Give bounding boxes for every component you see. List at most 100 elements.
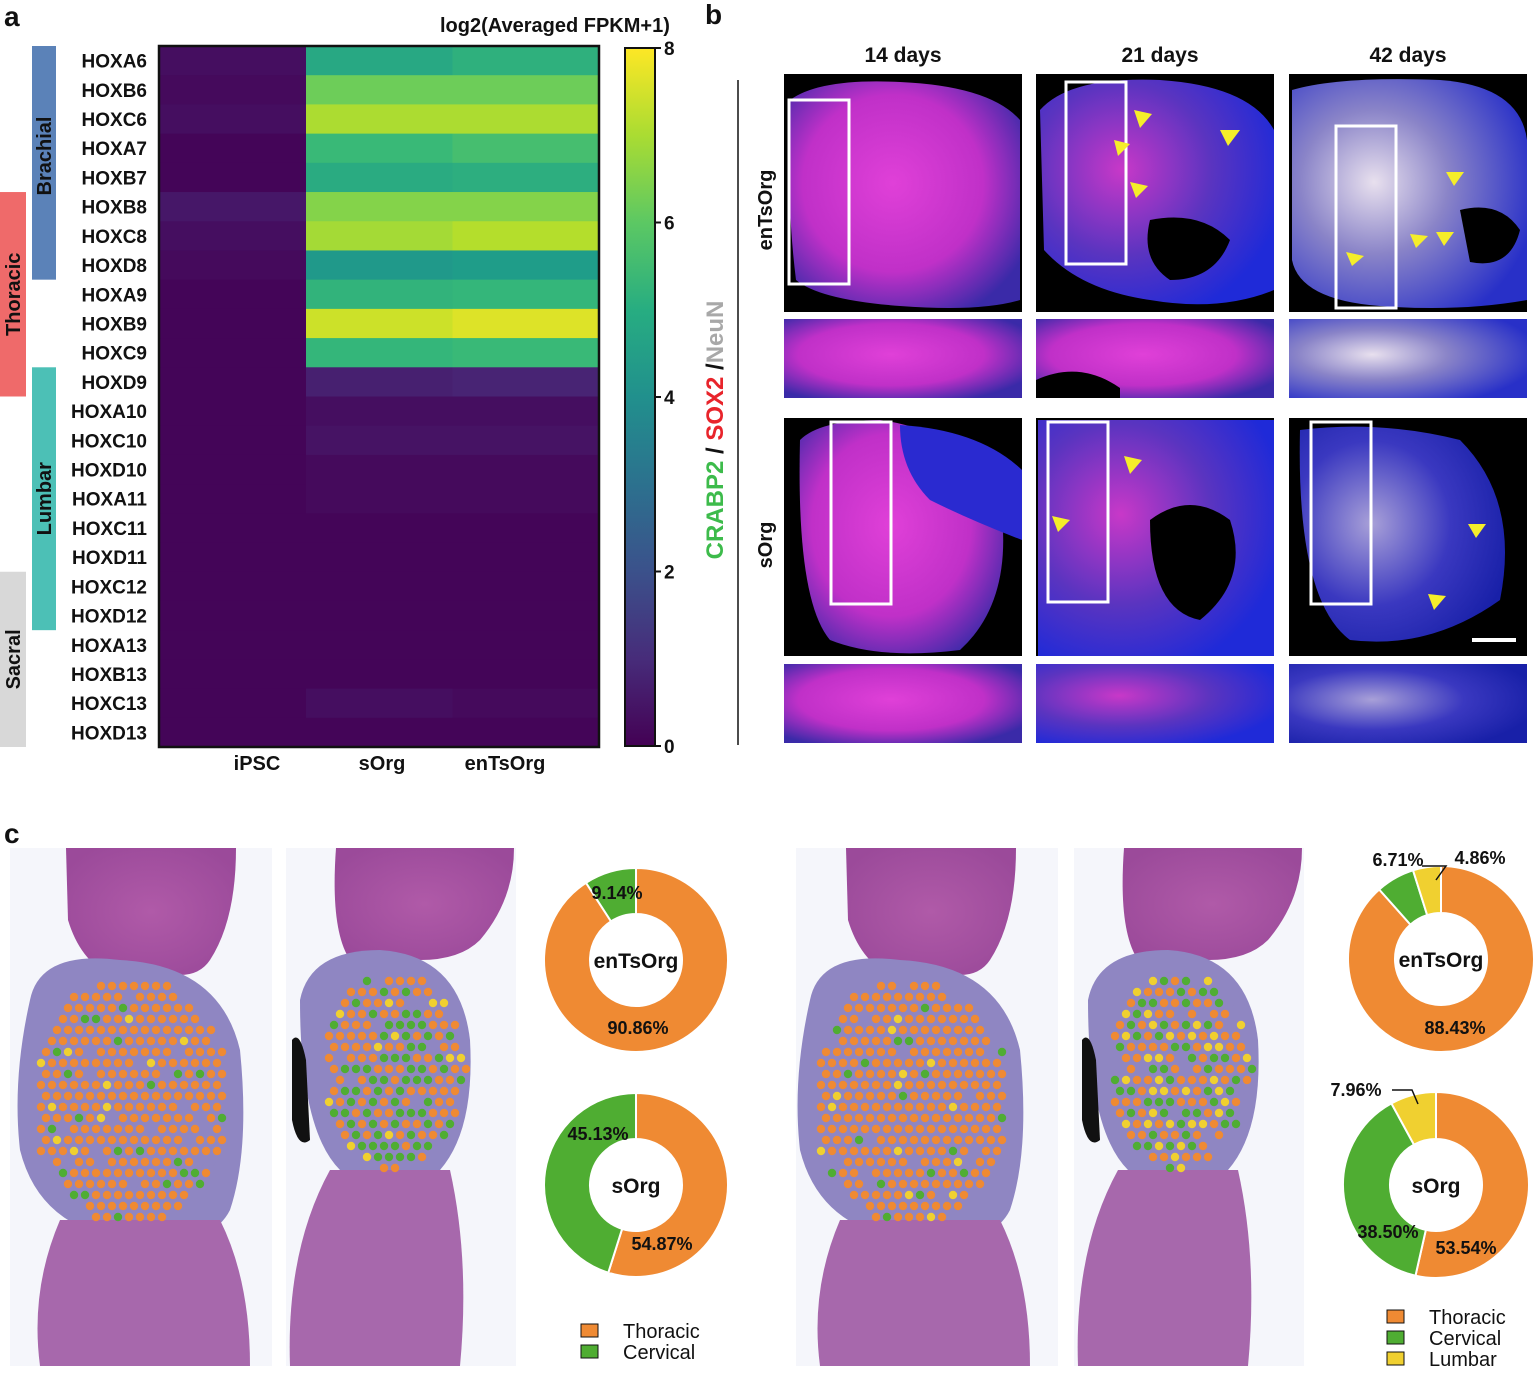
spot — [107, 1091, 117, 1101]
spot — [179, 1146, 189, 1156]
spot — [190, 1036, 200, 1046]
spot — [162, 1003, 172, 1013]
spot — [373, 1064, 383, 1074]
heatmap-cell — [452, 454, 600, 485]
spot — [140, 1047, 150, 1057]
spot — [135, 1146, 145, 1156]
spot — [390, 1163, 400, 1173]
spot — [41, 1069, 51, 1079]
spot — [937, 1124, 947, 1134]
spot — [920, 1201, 930, 1211]
spot — [346, 1031, 356, 1041]
spot — [981, 1124, 991, 1134]
spot — [893, 1190, 903, 1200]
spot — [1132, 1119, 1142, 1129]
spot — [893, 1146, 903, 1156]
spot — [113, 992, 123, 1002]
spot — [1236, 1086, 1246, 1096]
legend-label-cervical: Cervical — [623, 1342, 695, 1364]
spot — [843, 1047, 853, 1057]
spot — [151, 1135, 161, 1145]
spot — [948, 1124, 958, 1134]
spot — [1165, 1053, 1175, 1063]
spot — [212, 1146, 222, 1156]
spot — [1198, 1031, 1208, 1041]
spot — [1214, 1108, 1224, 1118]
spot — [948, 992, 958, 1002]
scale-bar — [1472, 638, 1516, 642]
spot — [1181, 1042, 1191, 1052]
spot — [85, 1179, 95, 1189]
spot — [1220, 1097, 1230, 1107]
spot — [118, 1157, 128, 1167]
spot — [85, 1157, 95, 1167]
region-label-thoracic: Thoracic — [3, 253, 25, 336]
spot — [412, 1097, 422, 1107]
spot — [395, 1086, 405, 1096]
spot — [129, 1047, 139, 1057]
spot — [151, 1113, 161, 1123]
spot — [893, 992, 903, 1002]
spot — [124, 1212, 134, 1222]
spot — [368, 1119, 378, 1129]
heatmap-cell — [159, 513, 307, 544]
stain-label: CRABP2 / SOX2 /NeuN — [702, 301, 729, 560]
heatmap-cell — [159, 133, 307, 164]
spot — [1143, 1119, 1153, 1129]
spot — [102, 1036, 112, 1046]
spot — [975, 1135, 985, 1145]
spot — [1143, 1053, 1153, 1063]
stain-sep-2: / — [702, 363, 729, 377]
spot — [157, 1190, 167, 1200]
spot — [157, 1014, 167, 1024]
spot — [91, 1102, 101, 1112]
spot — [887, 1135, 897, 1145]
spot — [184, 1135, 194, 1145]
spot — [926, 992, 936, 1002]
spot — [456, 1075, 466, 1085]
spot — [1198, 1119, 1208, 1129]
spot — [129, 1201, 139, 1211]
spot — [445, 1119, 455, 1129]
spot — [942, 1135, 952, 1145]
spot — [58, 1080, 68, 1090]
heatmap-cell — [452, 600, 600, 631]
spot — [217, 1135, 227, 1145]
donut-slice-thoracic — [1414, 1090, 1530, 1279]
spot — [898, 1025, 908, 1035]
spot — [1220, 1053, 1230, 1063]
spot — [959, 1036, 969, 1046]
spot — [904, 992, 914, 1002]
spot — [179, 1124, 189, 1134]
spot — [107, 1025, 117, 1035]
spot-cluster — [816, 981, 1007, 1222]
spot — [854, 1135, 864, 1145]
spot — [964, 1091, 974, 1101]
spot — [865, 1179, 875, 1189]
spot — [860, 1146, 870, 1156]
spot — [379, 987, 389, 997]
heatmap-cell — [452, 133, 600, 164]
spot — [871, 1058, 881, 1068]
spot — [948, 1014, 958, 1024]
spot — [113, 1036, 123, 1046]
spot — [1225, 1086, 1235, 1096]
spot — [168, 1036, 178, 1046]
histology-slide-2 — [286, 848, 516, 1366]
spot — [346, 1119, 356, 1129]
spot — [179, 1102, 189, 1112]
spot — [1148, 1042, 1158, 1052]
spot — [948, 1036, 958, 1046]
spot — [1170, 1042, 1180, 1052]
spot — [871, 1146, 881, 1156]
spot — [1170, 1086, 1180, 1096]
spot — [992, 1058, 1002, 1068]
spot — [1143, 1141, 1153, 1151]
spot — [904, 1124, 914, 1134]
spot — [843, 1179, 853, 1189]
spot — [107, 1047, 117, 1057]
spot — [931, 1135, 941, 1145]
spot — [379, 1053, 389, 1063]
spot — [91, 1080, 101, 1090]
spot — [876, 1113, 886, 1123]
